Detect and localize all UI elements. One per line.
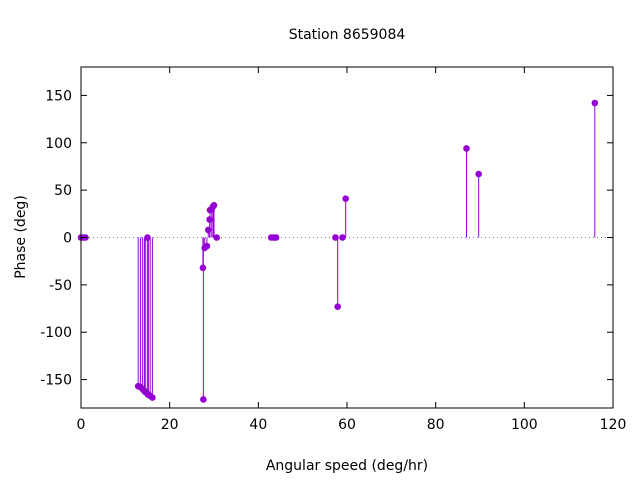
y-axis-label: Phase (deg) [13, 195, 29, 279]
data-point-0-26 [272, 234, 280, 241]
y-tick-label-4: 50 [54, 183, 72, 199]
data-point-0-9 [144, 234, 151, 241]
x-tick-label-4: 80 [427, 417, 445, 433]
x-tick-label-1: 20 [161, 417, 179, 433]
data-point-0-16 [203, 242, 211, 250]
data-point-0-14 [200, 396, 207, 403]
data-point-0-27 [332, 234, 339, 241]
data-point-0-28 [334, 303, 341, 310]
y-tick-label-5: 100 [45, 136, 72, 152]
y-axis-ticks: -150 -100 -50 0 50 100 150 [40, 88, 613, 389]
chart-title: Station 8659084 [289, 27, 406, 43]
y-tick-label-6: 150 [45, 88, 72, 104]
y-tick-label-1: -100 [40, 325, 72, 341]
data-point-0-22 [210, 201, 218, 209]
data-point-0-18 [206, 216, 213, 223]
x-tick-label-0: 0 [77, 417, 86, 433]
x-tick-label-3: 60 [338, 417, 356, 433]
data-point-0-29 [339, 234, 346, 241]
x-axis-ticks: 0 20 40 60 80 100 120 [77, 67, 627, 433]
data-point-0-33 [591, 99, 599, 107]
y-tick-label-0: -150 [40, 373, 72, 389]
data-point-0-12 [149, 394, 156, 401]
data-point-0-32 [475, 170, 482, 178]
data-point-0-17 [204, 226, 212, 234]
data-point-0-23 [213, 234, 220, 241]
x-tick-label-2: 40 [249, 417, 267, 433]
x-axis-label: Angular speed (deg/hr) [266, 458, 428, 474]
data-point-0-31 [463, 145, 470, 152]
data-point-0-13 [199, 264, 207, 272]
data-point-0-30 [342, 195, 349, 202]
y-tick-label-2: -50 [49, 278, 72, 294]
x-tick-label-5: 100 [511, 417, 538, 433]
impulse-lines [137, 102, 596, 400]
y-tick-label-3: 0 [63, 231, 72, 247]
x-tick-label-6: 120 [600, 417, 627, 433]
